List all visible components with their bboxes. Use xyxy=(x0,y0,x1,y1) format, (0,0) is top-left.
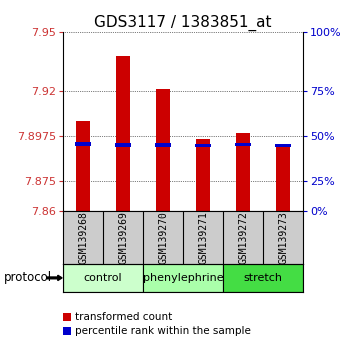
Bar xyxy=(63,264,143,292)
Bar xyxy=(75,142,91,146)
Bar xyxy=(235,143,251,147)
Text: GSM139272: GSM139272 xyxy=(238,211,248,264)
Bar xyxy=(143,264,223,292)
Title: GDS3117 / 1383851_at: GDS3117 / 1383851_at xyxy=(95,14,272,30)
Text: control: control xyxy=(84,273,122,283)
Bar xyxy=(236,133,250,211)
Bar xyxy=(155,143,171,147)
Text: percentile rank within the sample: percentile rank within the sample xyxy=(75,326,251,336)
Bar xyxy=(276,147,290,211)
Bar xyxy=(116,56,130,211)
Text: transformed count: transformed count xyxy=(75,312,172,322)
Bar xyxy=(76,121,90,211)
Bar xyxy=(115,143,131,147)
Text: GSM139273: GSM139273 xyxy=(278,211,288,264)
Bar xyxy=(195,144,211,147)
Bar xyxy=(275,144,291,147)
Text: stretch: stretch xyxy=(244,273,283,283)
Bar xyxy=(196,139,210,211)
Text: protocol: protocol xyxy=(4,272,52,284)
Text: GSM139269: GSM139269 xyxy=(118,211,128,264)
Text: phenylephrine: phenylephrine xyxy=(143,273,223,283)
Bar xyxy=(223,264,303,292)
Text: GSM139268: GSM139268 xyxy=(78,211,88,264)
Bar xyxy=(156,90,170,211)
Text: GSM139270: GSM139270 xyxy=(158,211,168,264)
Text: GSM139271: GSM139271 xyxy=(198,211,208,264)
